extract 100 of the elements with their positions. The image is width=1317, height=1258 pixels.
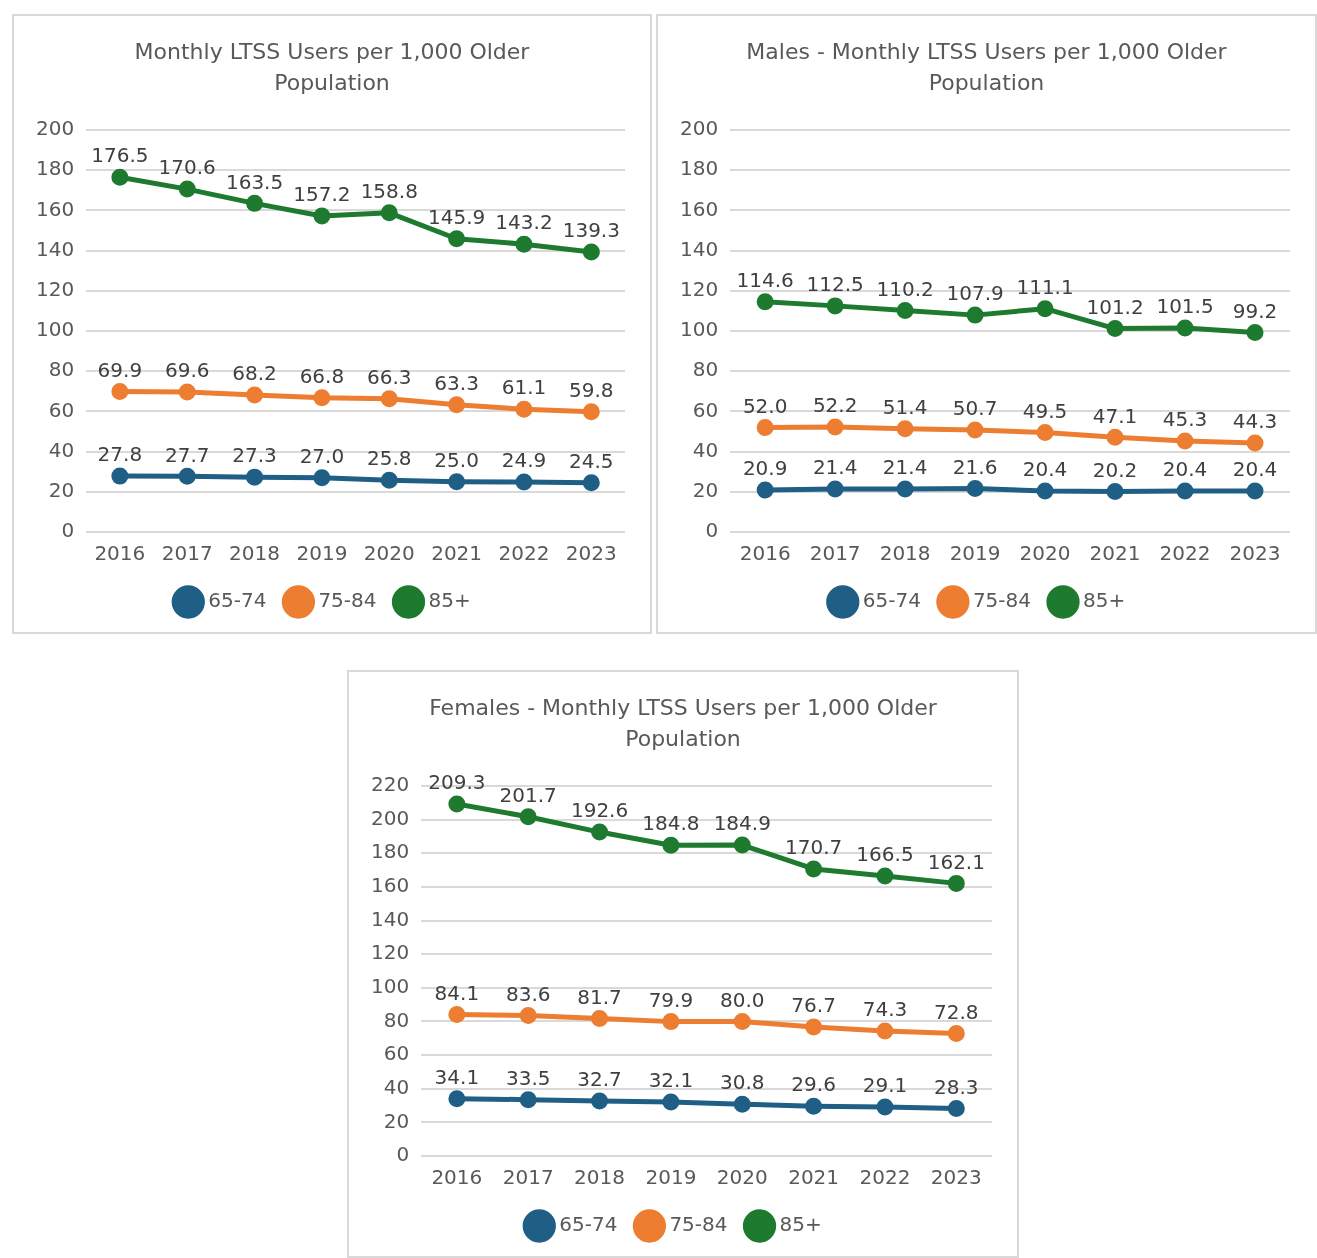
x-tick-label: 2023 (565, 541, 617, 566)
point (380, 204, 398, 222)
chart-title: Females - Monthly LTSS Users per 1,000 Older Population (428, 694, 938, 753)
point (1176, 319, 1194, 337)
data-label: 25.0 (434, 447, 479, 472)
point (111, 168, 129, 186)
data-label: 209.3 (428, 770, 486, 795)
point (1106, 482, 1124, 500)
point (448, 396, 466, 414)
data-label: 66.3 (367, 364, 412, 389)
point (826, 418, 844, 436)
point (1036, 482, 1054, 500)
point (733, 836, 751, 854)
data-label: 44.3 (1232, 409, 1278, 434)
point (1036, 424, 1054, 442)
point (805, 1018, 823, 1036)
x-tick-label: 2022 (498, 541, 550, 566)
legend-label: 75-84 (972, 588, 1032, 613)
data-label: 27.3 (232, 443, 277, 468)
y-tick-label: 100 (679, 317, 719, 342)
point (519, 1091, 537, 1109)
x-tick-label: 2021 (431, 541, 483, 566)
point (876, 1022, 894, 1040)
data-label: 157.2 (293, 182, 351, 207)
data-label: 29.6 (791, 1072, 836, 1097)
y-tick-label: 200 (35, 116, 75, 141)
data-label: 72.8 (934, 999, 979, 1024)
point (947, 1025, 965, 1043)
x-tick-label: 2020 (363, 541, 415, 566)
data-label: 74.3 (862, 997, 908, 1022)
point (448, 1090, 466, 1108)
data-label: 69.6 (164, 358, 210, 383)
data-label: 145.9 (427, 204, 486, 229)
y-tick-label: 100 (370, 974, 410, 999)
x-tick-label: 2023 (930, 1165, 982, 1190)
x-tick-label: 2019 (296, 541, 348, 566)
point (966, 306, 984, 324)
data-label: 27.0 (299, 443, 345, 468)
data-label: 170.6 (158, 155, 216, 180)
point (947, 1099, 965, 1117)
point (876, 1098, 894, 1116)
y-tick-label: 120 (679, 277, 719, 301)
x-tick-label: 2020 (1019, 541, 1071, 566)
x-tick-label: 2016 (431, 1165, 483, 1190)
legend-label: 65-74 (559, 1212, 618, 1237)
data-label: 79.9 (648, 987, 694, 1012)
data-label: 52.0 (742, 393, 788, 418)
point (1246, 482, 1264, 500)
legend-label: 75-84 (669, 1212, 728, 1237)
point (1176, 432, 1194, 450)
data-label: 112.5 (806, 272, 864, 297)
data-label: 20.4 (1022, 457, 1068, 482)
y-tick-label: 180 (35, 156, 75, 181)
y-tick-label: 160 (370, 873, 410, 898)
x-tick-label: 2020 (716, 1165, 768, 1190)
legend-label: 85+ (428, 588, 471, 613)
point (662, 1093, 680, 1111)
x-tick-label: 2017 (502, 1165, 554, 1190)
data-label: 28.3 (934, 1074, 979, 1099)
legend-label: 65-74 (208, 588, 267, 613)
point (246, 194, 264, 212)
data-label: 170.7 (784, 835, 843, 860)
data-label: 81.7 (577, 984, 622, 1009)
point (1176, 482, 1194, 500)
point (313, 389, 331, 407)
point (591, 1092, 609, 1110)
point (896, 302, 914, 319)
data-label: 21.6 (952, 454, 998, 479)
chart-title: Monthly LTSS Users per 1,000 Older Population (133, 38, 531, 97)
point (380, 390, 398, 408)
y-tick-label: 180 (370, 839, 410, 864)
point (733, 1012, 751, 1030)
x-tick-label: 2018 (229, 541, 281, 566)
data-label: 29.1 (862, 1073, 908, 1098)
data-label: 110.2 (876, 276, 934, 301)
point (448, 795, 466, 813)
data-label: 68.2 (232, 361, 277, 386)
point (178, 383, 196, 401)
point (591, 1010, 609, 1028)
data-label: 59.8 (569, 378, 614, 403)
y-tick-label: 120 (35, 277, 75, 301)
x-tick-label: 2021 (1089, 541, 1141, 566)
data-label: 162.1 (927, 849, 985, 874)
point (733, 1095, 751, 1113)
data-label: 101.5 (1156, 294, 1214, 319)
point (380, 471, 398, 489)
point (662, 836, 680, 854)
data-label: 21.4 (812, 455, 858, 480)
data-label: 61.1 (501, 375, 547, 400)
point (519, 808, 537, 826)
point (313, 469, 331, 487)
data-label: 21.4 (882, 455, 928, 480)
y-tick-label: 200 (679, 116, 719, 141)
data-label: 176.5 (91, 143, 149, 168)
point (756, 418, 774, 436)
data-label: 143.2 (495, 210, 553, 235)
x-tick-label: 2016 (94, 541, 146, 566)
data-label: 192.6 (570, 798, 629, 823)
y-tick-label: 160 (679, 196, 719, 221)
y-tick-label: 80 (383, 1007, 410, 1032)
